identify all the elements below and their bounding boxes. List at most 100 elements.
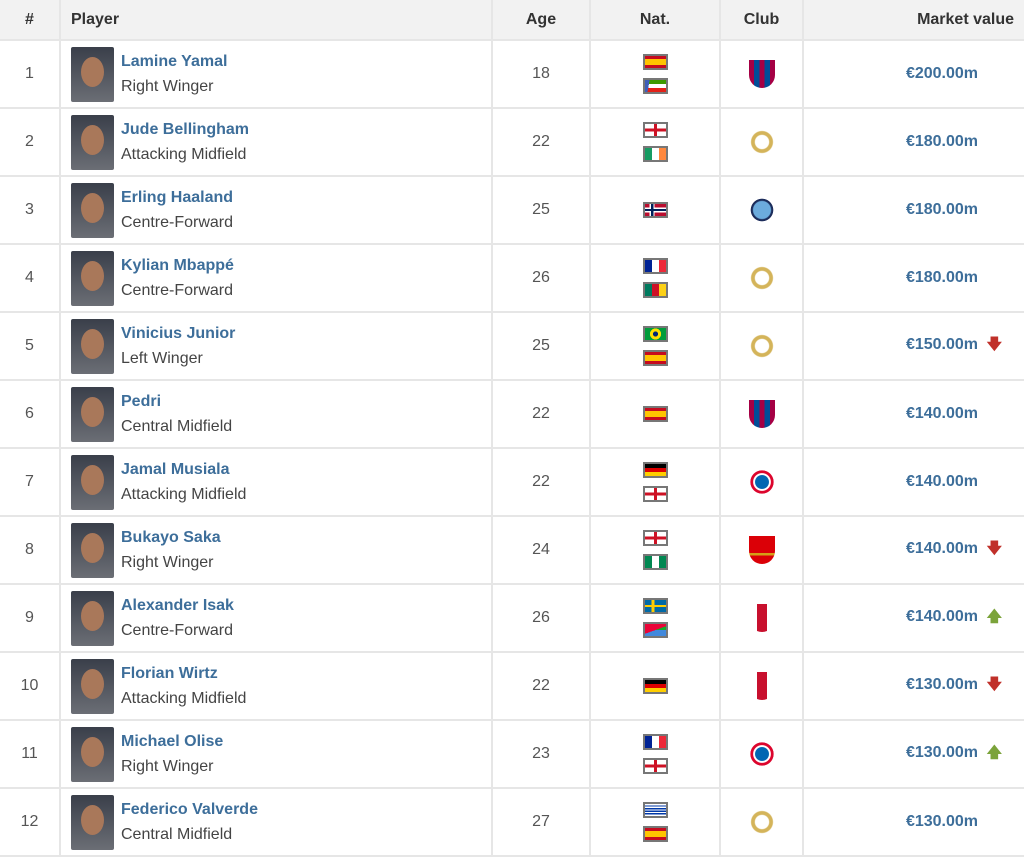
flag-england-icon[interactable] <box>642 530 668 546</box>
flag-spain-icon[interactable] <box>642 406 668 422</box>
club-real-madrid-crest-icon[interactable] <box>748 264 775 292</box>
player-cell: Erling Haaland Centre-Forward <box>60 176 493 245</box>
flag-england-icon[interactable] <box>642 486 668 502</box>
market-value-link[interactable]: €130.00m <box>905 743 978 761</box>
club-real-madrid-crest-icon[interactable] <box>748 808 775 836</box>
player-name-link[interactable]: Alexander Isak <box>121 596 234 614</box>
flag-germany-icon[interactable] <box>642 678 668 694</box>
age: 22 <box>492 652 591 721</box>
player-photo[interactable] <box>71 590 114 646</box>
table-row: 11 Michael Olise Right Winger 23 €130.00… <box>0 720 1024 789</box>
club-bayern-munich-crest-icon[interactable] <box>748 740 775 768</box>
header-market-value[interactable]: Market value <box>803 0 1024 41</box>
flag-equatorial-guinea-icon[interactable] <box>642 78 668 94</box>
player-photo[interactable] <box>71 46 114 102</box>
market-value-cell: €140.00m <box>803 448 1024 517</box>
flag-ireland-icon[interactable] <box>642 146 668 162</box>
player-photo[interactable] <box>71 182 114 238</box>
player-cell: Alexander Isak Centre-Forward <box>60 584 493 653</box>
club-real-madrid-crest-icon[interactable] <box>748 128 775 156</box>
club-fc-barcelona-crest-icon[interactable] <box>748 400 775 428</box>
flag-spain-icon[interactable] <box>642 54 668 70</box>
club-liverpool-crest-icon[interactable] <box>748 604 775 632</box>
club-bayern-munich-crest-icon[interactable] <box>748 468 775 496</box>
market-value-link[interactable]: €130.00m <box>905 675 978 693</box>
flag-sweden-icon[interactable] <box>642 598 668 614</box>
club-arsenal-crest-icon[interactable] <box>748 536 775 564</box>
player-photo[interactable] <box>71 658 114 714</box>
player-name-link[interactable]: Bukayo Saka <box>121 528 221 546</box>
market-value-cell: €150.00m 🡇 <box>803 312 1024 381</box>
header-player[interactable]: Player <box>60 0 493 41</box>
player-photo[interactable] <box>71 318 114 374</box>
club-cell <box>720 108 804 177</box>
flag-spain-icon[interactable] <box>642 350 668 366</box>
header-age[interactable]: Age <box>492 0 591 41</box>
player-name-link[interactable]: Federico Valverde <box>121 800 258 818</box>
player-name-link[interactable]: Jamal Musiala <box>121 460 230 478</box>
trend-down-arrow-icon: 🡇 <box>986 675 1002 693</box>
header-nationality[interactable]: Nat. <box>590 0 721 41</box>
player-photo[interactable] <box>71 726 114 782</box>
player-name-link[interactable]: Lamine Yamal <box>121 52 228 70</box>
player-photo[interactable] <box>71 250 114 306</box>
player-photo[interactable] <box>71 454 114 510</box>
flag-england-icon[interactable] <box>642 122 668 138</box>
market-value-cell: €130.00m 🡅 <box>803 720 1024 789</box>
nationality-cell <box>590 652 721 721</box>
player-name-link[interactable]: Pedri <box>121 392 162 410</box>
player-position: Centre-Forward <box>121 213 234 231</box>
player-name-link[interactable]: Florian Wirtz <box>121 664 218 682</box>
table-row: 2 Jude Bellingham Attacking Midfield 22 … <box>0 108 1024 177</box>
player-name-link[interactable]: Kylian Mbappé <box>121 256 234 274</box>
flag-germany-icon[interactable] <box>642 462 668 478</box>
market-value-link[interactable]: €130.00m <box>905 813 978 830</box>
player-position: Right Winger <box>121 757 214 775</box>
player-name-link[interactable]: Michael Olise <box>121 732 224 750</box>
flag-eritrea-icon[interactable] <box>642 622 668 638</box>
header-rank[interactable]: # <box>0 0 61 41</box>
flag-spain-icon[interactable] <box>642 826 668 842</box>
nationality-cell <box>590 244 721 313</box>
player-name-link[interactable]: Erling Haaland <box>121 188 234 206</box>
flag-norway-icon[interactable] <box>642 202 668 218</box>
flag-nigeria-icon[interactable] <box>642 554 668 570</box>
player-cell: Federico Valverde Central Midfield <box>60 788 493 857</box>
player-photo[interactable] <box>71 794 114 850</box>
flag-france-icon[interactable] <box>642 734 668 750</box>
market-value-link[interactable]: €140.00m <box>905 607 978 625</box>
age: 27 <box>492 788 591 857</box>
player-photo[interactable] <box>71 114 114 170</box>
trend-up-arrow-icon: 🡅 <box>986 607 1002 625</box>
player-photo[interactable] <box>71 522 114 578</box>
player-cell: Kylian Mbappé Centre-Forward <box>60 244 493 313</box>
player-position: Right Winger <box>121 553 214 571</box>
player-name-link[interactable]: Jude Bellingham <box>121 120 250 138</box>
nationality-cell <box>590 788 721 857</box>
club-real-madrid-crest-icon[interactable] <box>748 332 775 360</box>
flag-cameroon-icon[interactable] <box>642 282 668 298</box>
nationality-cell <box>590 108 721 177</box>
nationality-cell <box>590 176 721 245</box>
flag-brazil-icon[interactable] <box>642 326 668 342</box>
header-club[interactable]: Club <box>720 0 804 41</box>
market-value-link[interactable]: €140.00m <box>905 473 978 490</box>
flag-england-icon[interactable] <box>642 758 668 774</box>
flag-france-icon[interactable] <box>642 258 668 274</box>
player-cell: Jude Bellingham Attacking Midfield <box>60 108 493 177</box>
market-value-link[interactable]: €140.00m <box>905 405 978 422</box>
player-photo[interactable] <box>71 386 114 442</box>
player-name-link[interactable]: Vinicius Junior <box>121 324 236 342</box>
market-value-link[interactable]: €180.00m <box>905 133 978 150</box>
market-value-link[interactable]: €180.00m <box>905 201 978 218</box>
market-value-link[interactable]: €180.00m <box>905 269 978 286</box>
player-position: Attacking Midfield <box>121 145 247 163</box>
market-value-link[interactable]: €200.00m <box>905 65 978 82</box>
club-liverpool-crest-icon[interactable] <box>748 672 775 700</box>
flag-uruguay-icon[interactable] <box>642 802 668 818</box>
nationality-cell <box>590 720 721 789</box>
market-value-link[interactable]: €140.00m <box>905 539 978 557</box>
market-value-link[interactable]: €150.00m <box>905 335 978 353</box>
club-fc-barcelona-crest-icon[interactable] <box>748 60 775 88</box>
club-manchester-city-crest-icon[interactable] <box>748 196 775 224</box>
